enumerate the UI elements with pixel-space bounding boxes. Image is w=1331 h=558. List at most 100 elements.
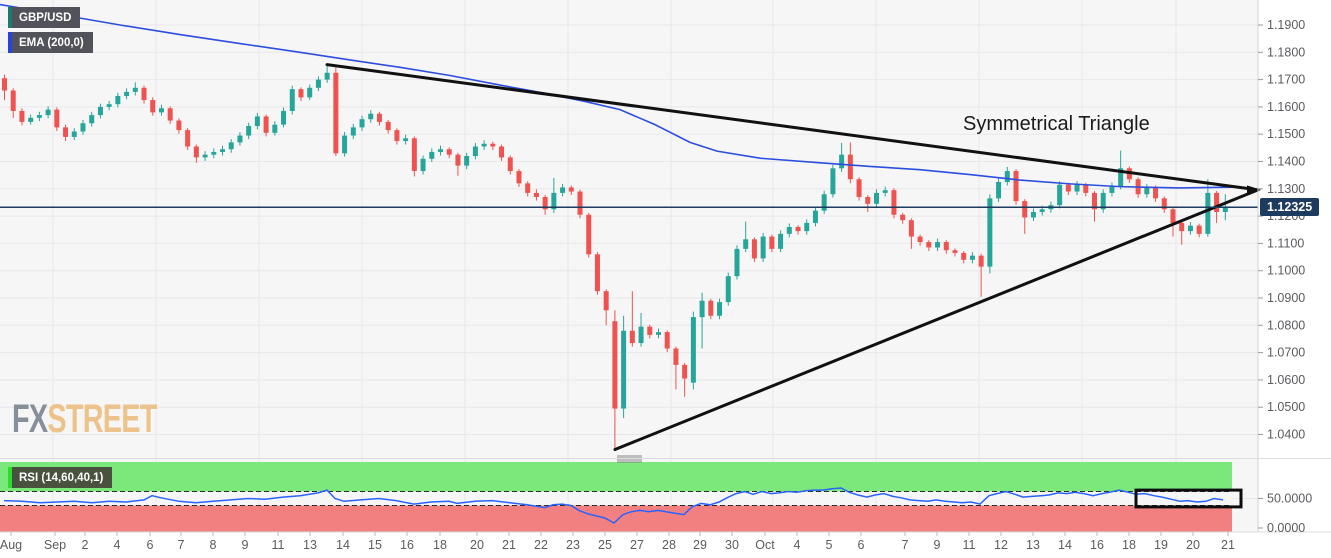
candle-body	[1004, 171, 1010, 182]
candle-body	[1179, 222, 1185, 232]
candle-body	[2, 78, 7, 91]
rsi-highlight-box	[1134, 488, 1243, 509]
candle-body	[211, 151, 217, 155]
time-axis-label: 6	[858, 538, 865, 552]
price-axis-label: 1.1000	[1267, 264, 1305, 278]
candle-body	[638, 326, 644, 344]
candle-body	[246, 126, 252, 136]
last-price-tag: 1.12325	[1260, 198, 1320, 217]
time-axis-label: 21	[502, 538, 516, 552]
candle-body	[594, 254, 600, 292]
candle-body	[743, 239, 749, 249]
candle-body	[185, 130, 191, 147]
candle-body	[298, 89, 304, 98]
price-axis-label: 1.1700	[1267, 73, 1305, 87]
time-axis-label: Sep	[44, 538, 66, 552]
candle-body	[376, 113, 382, 122]
time-axis-label: 4	[794, 538, 801, 552]
rsi-upper-band	[0, 462, 1232, 492]
time-axis-label: 18	[1122, 538, 1136, 552]
candle-body	[71, 131, 77, 137]
candle-body	[281, 110, 287, 125]
lower-trendline	[613, 188, 1260, 452]
candle-body	[10, 90, 16, 111]
candle-body	[690, 317, 696, 383]
candle-body	[80, 123, 86, 132]
price-axis-label: 1.1600	[1267, 100, 1305, 114]
time-axis-label: 13	[303, 538, 317, 552]
candle-body	[882, 190, 888, 193]
triangle-apex-arrow	[1247, 185, 1261, 195]
candle-body	[1065, 184, 1071, 192]
candle-body	[438, 149, 443, 152]
candle-body	[751, 239, 757, 259]
candle-body	[952, 250, 958, 253]
candle-body	[708, 300, 714, 316]
candle-body	[324, 72, 330, 80]
candle-body	[97, 106, 103, 116]
candle-body	[769, 236, 775, 249]
rsi-indicator-badge[interactable]: RSI (14,60,40,1)	[8, 467, 113, 488]
candle-body	[394, 130, 400, 142]
candle-body	[647, 326, 653, 335]
candle-body	[629, 330, 635, 344]
candle-body	[368, 113, 374, 120]
time-axis-label: 19	[1154, 538, 1168, 552]
time-axis-label: Aug	[0, 538, 22, 552]
candle-body	[612, 321, 618, 409]
time-axis-label: 21	[1221, 538, 1235, 552]
ema-indicator-badge[interactable]: EMA (200,0)	[8, 32, 93, 53]
candle-body	[1109, 186, 1115, 193]
time-axis-label: 4	[114, 538, 121, 552]
candle-body	[106, 104, 112, 107]
time-axis-label: 9	[934, 538, 941, 552]
candle-body	[124, 91, 130, 96]
time-axis-label: 11	[272, 538, 285, 552]
candle-body	[499, 146, 505, 158]
candle-body	[978, 255, 984, 267]
time-axis-label: 2	[82, 538, 89, 552]
candle-body	[969, 255, 975, 260]
price-axis-label: 1.1100	[1267, 236, 1304, 250]
candle-body	[1118, 168, 1124, 187]
candle-body	[533, 192, 539, 197]
candle-body	[996, 181, 1002, 199]
candle-body	[115, 95, 121, 105]
candle-body	[89, 115, 95, 124]
time-axis-label: 14	[1058, 538, 1072, 552]
candle-body	[1222, 207, 1228, 213]
candle-body	[263, 116, 269, 133]
candle-body	[464, 156, 470, 166]
candle-body	[621, 330, 627, 409]
candle-body	[193, 146, 199, 158]
candle-body	[699, 300, 705, 318]
candle-body	[220, 149, 225, 152]
candle-body	[36, 115, 42, 118]
candle-body	[717, 302, 723, 316]
candle-body	[289, 89, 295, 111]
candle-body	[342, 135, 348, 154]
time-axis-label: 18	[433, 538, 447, 552]
rsi-axis-label: 50.0000	[1267, 492, 1312, 506]
price-axis-label: 1.0400	[1267, 428, 1305, 442]
candle-body	[516, 171, 522, 184]
candle-body	[359, 119, 365, 128]
candle-body	[795, 227, 801, 232]
candle-body	[228, 142, 234, 150]
candle-body	[472, 146, 478, 157]
candle-body	[237, 135, 243, 143]
candle-body	[1170, 209, 1176, 223]
candle-body	[900, 214, 906, 221]
candle-body	[1187, 225, 1193, 232]
time-axis-label: 22	[534, 538, 548, 552]
candle-body	[830, 168, 836, 195]
candle-body	[54, 109, 60, 128]
candle-body	[786, 227, 792, 234]
time-axis-label: 7	[902, 538, 909, 552]
symbol-badge[interactable]: GBP/USD	[8, 7, 81, 28]
candle-body	[411, 138, 417, 172]
pattern-annotation: Symmetrical Triangle	[963, 113, 1150, 135]
time-axis-label: 25	[598, 538, 612, 552]
